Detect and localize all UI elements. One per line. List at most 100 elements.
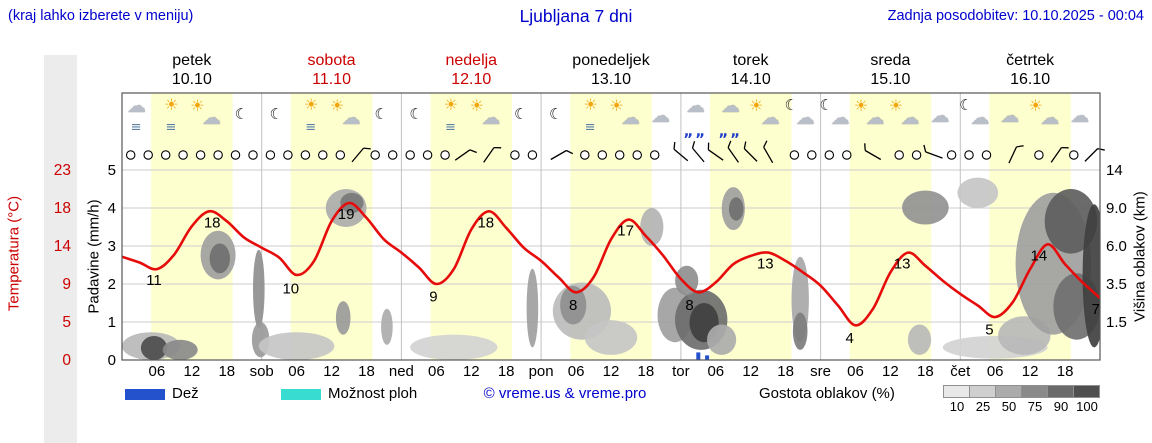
time-label: tor — [672, 363, 690, 380]
wind-calm-icon — [213, 150, 223, 160]
cloud-icon: ☁ — [201, 107, 221, 129]
fog-icon: ≡ — [305, 120, 318, 135]
time-label: 06 — [428, 363, 445, 380]
temperature-tick: 0 — [62, 352, 71, 369]
day-name: ponedeljek — [572, 52, 650, 69]
time-label: 12 — [1022, 363, 1039, 380]
wind-calm-icon — [842, 150, 852, 160]
wind-calm-icon — [614, 150, 625, 160]
day-header-torek: torek 14.10 — [681, 51, 821, 89]
day-name: nedelja — [445, 52, 498, 69]
day-date: 15.10 — [870, 71, 911, 88]
wind-calm-icon — [143, 150, 153, 160]
density-value: 90 — [1053, 399, 1069, 414]
density-swatch — [1021, 385, 1048, 398]
cloudheight-tick: 14 — [1106, 162, 1123, 179]
sun-icon: ☀ — [304, 95, 319, 114]
moon-icon: ☾ — [234, 105, 249, 123]
density-value: 10 — [949, 399, 965, 414]
wind-barb-icon — [763, 140, 774, 164]
density-swatch — [943, 385, 970, 398]
cloud-density-scale: 10 25 50 75 90 100 — [943, 385, 1100, 414]
wind-calm-icon — [911, 150, 922, 160]
cloud-blob — [209, 243, 230, 274]
wind-calm-icon — [230, 150, 241, 160]
time-label: 18 — [638, 363, 655, 380]
wind-barb-icon — [691, 141, 705, 163]
temp-extreme-label: 7 — [1092, 301, 1100, 318]
cloud-blob — [560, 285, 587, 325]
weather-icon-cloud-drizzle: ☁ „„ — [713, 97, 747, 139]
cloud-icon: ☁ — [760, 107, 780, 129]
cloud-icon: ☁ — [650, 105, 670, 127]
daylight-band — [849, 93, 932, 360]
day-header-sobota: sobota 11.10 — [262, 51, 402, 89]
moon-icon: ☾ — [548, 105, 563, 123]
wind-calm-icon — [248, 150, 258, 160]
copyright-link[interactable]: © vreme.us & vreme.pro — [483, 385, 647, 402]
density-segment: 100 — [1073, 385, 1100, 414]
cloud-icon: ☁ — [1040, 107, 1060, 129]
day-date: 13.10 — [590, 71, 632, 88]
time-label: 12 — [603, 363, 620, 380]
cloud-blob — [707, 324, 737, 355]
temperature-tick: 18 — [54, 200, 71, 217]
time-label: 06 — [847, 363, 864, 380]
temp-extreme-label: 8 — [569, 297, 577, 314]
day-name: torek — [732, 52, 769, 69]
wind-barb-icon — [483, 146, 502, 163]
day-date: 10.10 — [171, 71, 212, 88]
temp-extreme-label: 9 — [429, 289, 437, 306]
cloud-icon: ☁ — [1070, 105, 1090, 127]
wind-barb-icon — [454, 149, 477, 161]
cloud-density-label: Gostota oblakov (%) — [759, 385, 895, 402]
cloud-icon: ☁ — [341, 107, 361, 129]
cloud-icon: ☁ — [830, 107, 850, 129]
moon-icon: ☾ — [784, 96, 798, 114]
wind-calm-icon — [597, 150, 608, 160]
wind-calm-icon — [440, 150, 450, 160]
day-header-nedelja: nedelja 12.10 — [401, 51, 541, 89]
weather-icon-cloud: ☁ — [1063, 97, 1097, 139]
density-swatch — [1047, 385, 1074, 398]
temp-extreme-label: 17 — [617, 223, 634, 240]
wind-calm-icon — [1034, 150, 1044, 160]
daylight-band — [430, 93, 512, 360]
cloud-blob — [410, 334, 498, 360]
cloud-blob — [957, 177, 999, 208]
precipitation-tick: 5 — [108, 162, 116, 179]
weather-icon-sun-fog: ☀ ≡ — [154, 97, 188, 139]
drizzle-icon: „„ — [718, 122, 743, 140]
wind-barb-icon — [727, 140, 739, 163]
time-label: čet — [950, 363, 971, 380]
rain-label: Dež — [172, 385, 199, 402]
time-label: sob — [250, 363, 274, 380]
time-label: 18 — [917, 363, 934, 380]
cloud-blob — [792, 312, 808, 350]
day-name: sreda — [870, 52, 911, 69]
time-label: 18 — [498, 363, 515, 380]
rain-bar — [696, 352, 701, 360]
weather-icon-sun-cloud: ☀ ☁ — [469, 97, 503, 139]
time-label: 12 — [882, 363, 899, 380]
wind-calm-icon — [335, 150, 346, 160]
cloud-blob — [728, 197, 744, 221]
temp-extreme-label: 13 — [757, 256, 774, 273]
moon-icon: ☾ — [959, 96, 973, 114]
weather-icon-cloud: ☁ — [923, 97, 957, 139]
cloud-blob — [162, 339, 198, 360]
wind-calm-icon — [632, 150, 642, 160]
time-label: 18 — [358, 363, 375, 380]
wind-barb-icon — [707, 142, 724, 161]
wind-calm-icon — [580, 150, 590, 160]
time-label: pon — [529, 363, 554, 380]
fog-icon: ≡ — [584, 120, 597, 135]
cloud-icon: ☁ — [900, 107, 920, 129]
density-segment: 25 — [969, 385, 996, 414]
weather-icon-sun-cloud: ☀ ☁ — [329, 97, 363, 139]
time-label: sre — [810, 363, 831, 380]
menu-hint: (kraj lahko izberete v meniju) — [8, 8, 194, 24]
density-swatch — [969, 385, 996, 398]
